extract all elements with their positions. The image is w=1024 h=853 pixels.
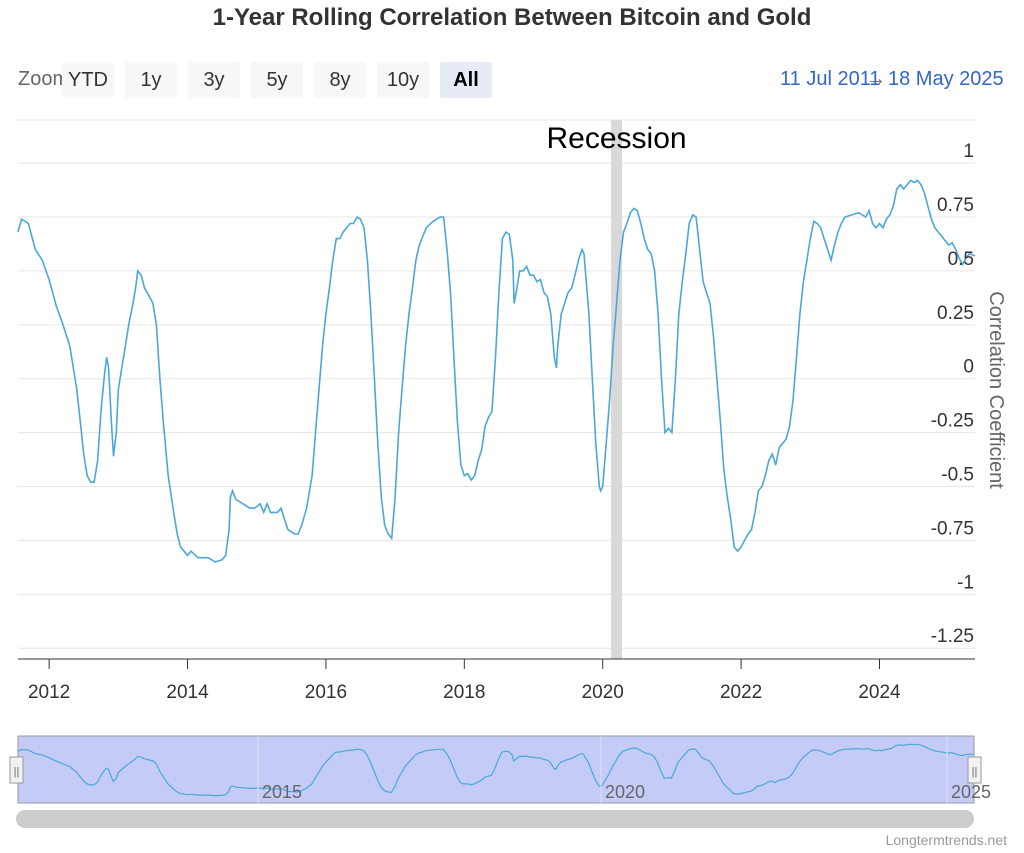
zoom-button-10y[interactable]: 10y: [377, 62, 429, 98]
x-tick-label: 2016: [305, 682, 347, 703]
range-to-input[interactable]: 18 May 2025: [888, 68, 1004, 90]
navigator-handle-right[interactable]: ||: [967, 756, 982, 784]
navigator-scrollbar[interactable]: [16, 810, 974, 828]
navigator-range-selection[interactable]: [17, 735, 975, 804]
zoom-button-all[interactable]: All: [440, 62, 492, 98]
navigator-handle-left-grip: ||: [14, 766, 20, 778]
y-tick-label: 0.25: [937, 303, 974, 324]
navigator-handle-left-box[interactable]: [9, 756, 24, 784]
x-tick-label: 2020: [582, 682, 624, 703]
zoom-button-1y[interactable]: 1y: [125, 62, 177, 98]
navigator-tick-2025: 2025: [951, 782, 991, 802]
x-tick-label: 2014: [166, 682, 209, 703]
zoom-button-8y[interactable]: 8y: [314, 62, 366, 98]
y-tick-label: -0.75: [931, 518, 974, 539]
x-tick-label: 2022: [720, 682, 762, 703]
zoom-label: Zoom: [18, 68, 70, 90]
y-tick-label: 0.75: [937, 195, 974, 216]
y-tick-label: -0.25: [931, 411, 974, 432]
y-tick-label: -1: [957, 572, 974, 593]
y-axis-ticks: 1 0.75 0.5 0.25 0 -0.25 -0.5 -0.75 -1 -1.25: [931, 141, 974, 647]
range-separator: →: [866, 68, 886, 90]
navigator-series-line: [17, 743, 975, 797]
y-tick-label: -0.5: [941, 465, 974, 486]
y-tick-label: 0.5: [948, 249, 974, 270]
navigator-handle-right-box[interactable]: [967, 756, 982, 784]
zoom-button-ytd[interactable]: YTD: [62, 62, 114, 98]
correlation-series-line: [17, 179, 976, 563]
zoom-button-3y[interactable]: 3y: [188, 62, 240, 98]
gridlines: [18, 119, 975, 649]
y-tick-label: -1.25: [931, 626, 974, 647]
credits-link[interactable]: Longtermtrends.net: [885, 832, 1007, 848]
x-axis-ticks: 2012 2014 2016 2018 2020 2022 2024: [28, 659, 901, 703]
zoom-button-5y[interactable]: 5y: [251, 62, 303, 98]
y-tick-label: 1: [963, 141, 974, 162]
range-from-input[interactable]: 11 Jul 2011: [780, 68, 881, 90]
x-tick-label: 2024: [858, 682, 901, 703]
recession-label: Recession: [547, 122, 687, 155]
chart-title: 1-Year Rolling Correlation Between Bitco…: [212, 4, 812, 31]
navigator-tick-2020: 2020: [605, 782, 645, 802]
recession-band: [611, 120, 623, 659]
navigator-handle-left[interactable]: ||: [9, 756, 24, 784]
x-tick-label: 2012: [28, 682, 70, 703]
y-axis-label: Correlation Coefficient: [985, 291, 1007, 489]
navigator-tick-2015: 2015: [262, 782, 302, 802]
x-tick-label: 2018: [443, 682, 485, 703]
navigator-handle-right-grip: ||: [972, 766, 978, 778]
y-tick-label: 0: [963, 357, 974, 378]
